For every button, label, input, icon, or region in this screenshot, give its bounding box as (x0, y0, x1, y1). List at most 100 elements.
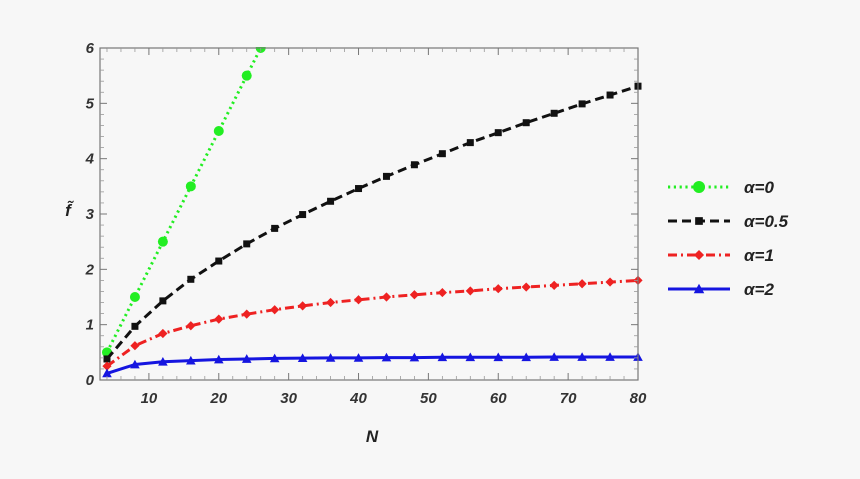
legend-marker-2 (693, 249, 705, 261)
series-line-2 (106, 278, 639, 368)
x-tick-label-4: 50 (420, 390, 437, 407)
y-tick-label-1: 1 (86, 317, 94, 334)
data-point-1-3 (187, 275, 195, 283)
y-tick-label-3: 3 (86, 206, 95, 223)
legend-marker-1 (695, 217, 703, 225)
x-tick-label-2: 30 (280, 390, 297, 407)
data-point-2-17 (577, 279, 587, 289)
data-point-2-13 (465, 286, 475, 296)
legend-entry-3: α=2 (668, 280, 774, 299)
y-tick-label-6: 6 (86, 40, 95, 57)
y-tick-label-2: 2 (85, 261, 95, 278)
legend-entry-0: α=0 (668, 178, 774, 197)
data-point-3-13 (465, 352, 476, 362)
data-point-2-11 (409, 290, 420, 300)
x-tick-label-5: 60 (490, 390, 507, 407)
x-tick-label-0: 10 (141, 390, 158, 407)
legend-entry-1: α=0.5 (668, 212, 789, 231)
data-point-2-8 (325, 297, 336, 308)
x-tick-label-3: 40 (349, 390, 367, 407)
legend-entry-2: α=1 (668, 246, 774, 265)
axes: 10 20 30 40 50 60 70 80 0 1 2 3 4 5 6 (85, 40, 647, 407)
data-point-1-12 (438, 150, 446, 158)
data-point-1-0 (103, 355, 111, 363)
data-point-1-6 (271, 224, 279, 232)
data-point-2-2 (158, 328, 168, 339)
data-point-2-6 (270, 305, 280, 315)
plot-frame (99, 47, 639, 381)
data-point-1-17 (578, 100, 586, 108)
data-point-3-6 (269, 353, 280, 363)
x-tick-label-6: 70 (560, 390, 577, 407)
data-point-1-13 (466, 139, 474, 147)
series-1 (103, 82, 642, 363)
data-point-2-5 (242, 309, 252, 319)
data-point-1-8 (327, 197, 335, 205)
data-point-3-12 (437, 352, 448, 362)
data-point-2-7 (298, 301, 308, 311)
legend-label-2: α=1 (744, 246, 774, 265)
series-line-1 (105, 84, 639, 360)
legend-label-3: α=2 (744, 280, 774, 299)
data-point-0-1 (129, 292, 140, 302)
data-point-3-5 (241, 354, 252, 363)
x-tick-label-7: 80 (630, 390, 647, 407)
x-tick-label-1: 20 (209, 390, 227, 407)
series-line-0 (105, 47, 263, 353)
data-point-2-12 (437, 287, 447, 298)
legend-marker-0 (693, 181, 705, 193)
data-point-0-4 (213, 126, 224, 136)
y-tick-label-5: 5 (86, 95, 95, 112)
series-3 (102, 352, 643, 378)
y-axis-title: f̃ (65, 200, 74, 220)
y-tick-label-0: 0 (86, 372, 95, 389)
y-tick-label-4: 4 (85, 151, 95, 168)
data-point-3-3 (186, 355, 196, 365)
data-point-2-4 (214, 314, 224, 324)
data-point-3-16 (549, 352, 559, 361)
data-point-0-5 (241, 70, 252, 81)
data-point-2-3 (186, 321, 196, 331)
data-point-2-14 (493, 284, 503, 294)
data-point-3-4 (213, 354, 224, 364)
data-point-3-2 (158, 356, 168, 366)
data-point-1-15 (522, 119, 530, 127)
data-point-3-18 (605, 352, 615, 361)
data-point-3-11 (409, 352, 420, 362)
series-line-3 (106, 355, 638, 375)
data-point-1-4 (215, 257, 223, 265)
data-point-1-1 (131, 322, 139, 330)
data-point-3-9 (353, 353, 364, 362)
data-point-1-18 (606, 91, 614, 99)
data-point-1-5 (243, 240, 251, 248)
data-point-1-7 (299, 211, 307, 219)
data-point-1-9 (355, 185, 363, 193)
data-point-3-7 (297, 353, 308, 362)
data-point-2-16 (549, 280, 559, 290)
legend: α=0 α=0.5 α=1 α=2 (668, 178, 789, 299)
data-point-2-9 (353, 295, 364, 305)
data-point-3-1 (130, 359, 140, 369)
data-point-2-15 (521, 282, 531, 292)
x-axis-title: N (366, 427, 379, 446)
data-point-2-1 (130, 341, 140, 351)
data-point-2-0 (102, 361, 112, 371)
data-point-3-8 (325, 353, 336, 362)
data-point-2-10 (381, 292, 392, 302)
data-point-3-10 (381, 352, 392, 362)
data-point-1-16 (550, 109, 558, 117)
data-point-1-2 (159, 297, 167, 305)
data-point-1-11 (410, 161, 418, 169)
data-point-1-14 (494, 129, 502, 137)
legend-label-0: α=0 (744, 178, 774, 197)
plot-area (101, 47, 643, 378)
data-point-2-18 (605, 277, 615, 287)
data-point-3-0 (102, 368, 112, 378)
legend-label-1: α=0.5 (744, 212, 789, 231)
series-0 (101, 47, 266, 358)
data-point-3-15 (521, 352, 532, 362)
data-point-0-3 (185, 181, 196, 192)
data-point-0-2 (157, 236, 168, 247)
legend-marker-3 (693, 283, 705, 294)
